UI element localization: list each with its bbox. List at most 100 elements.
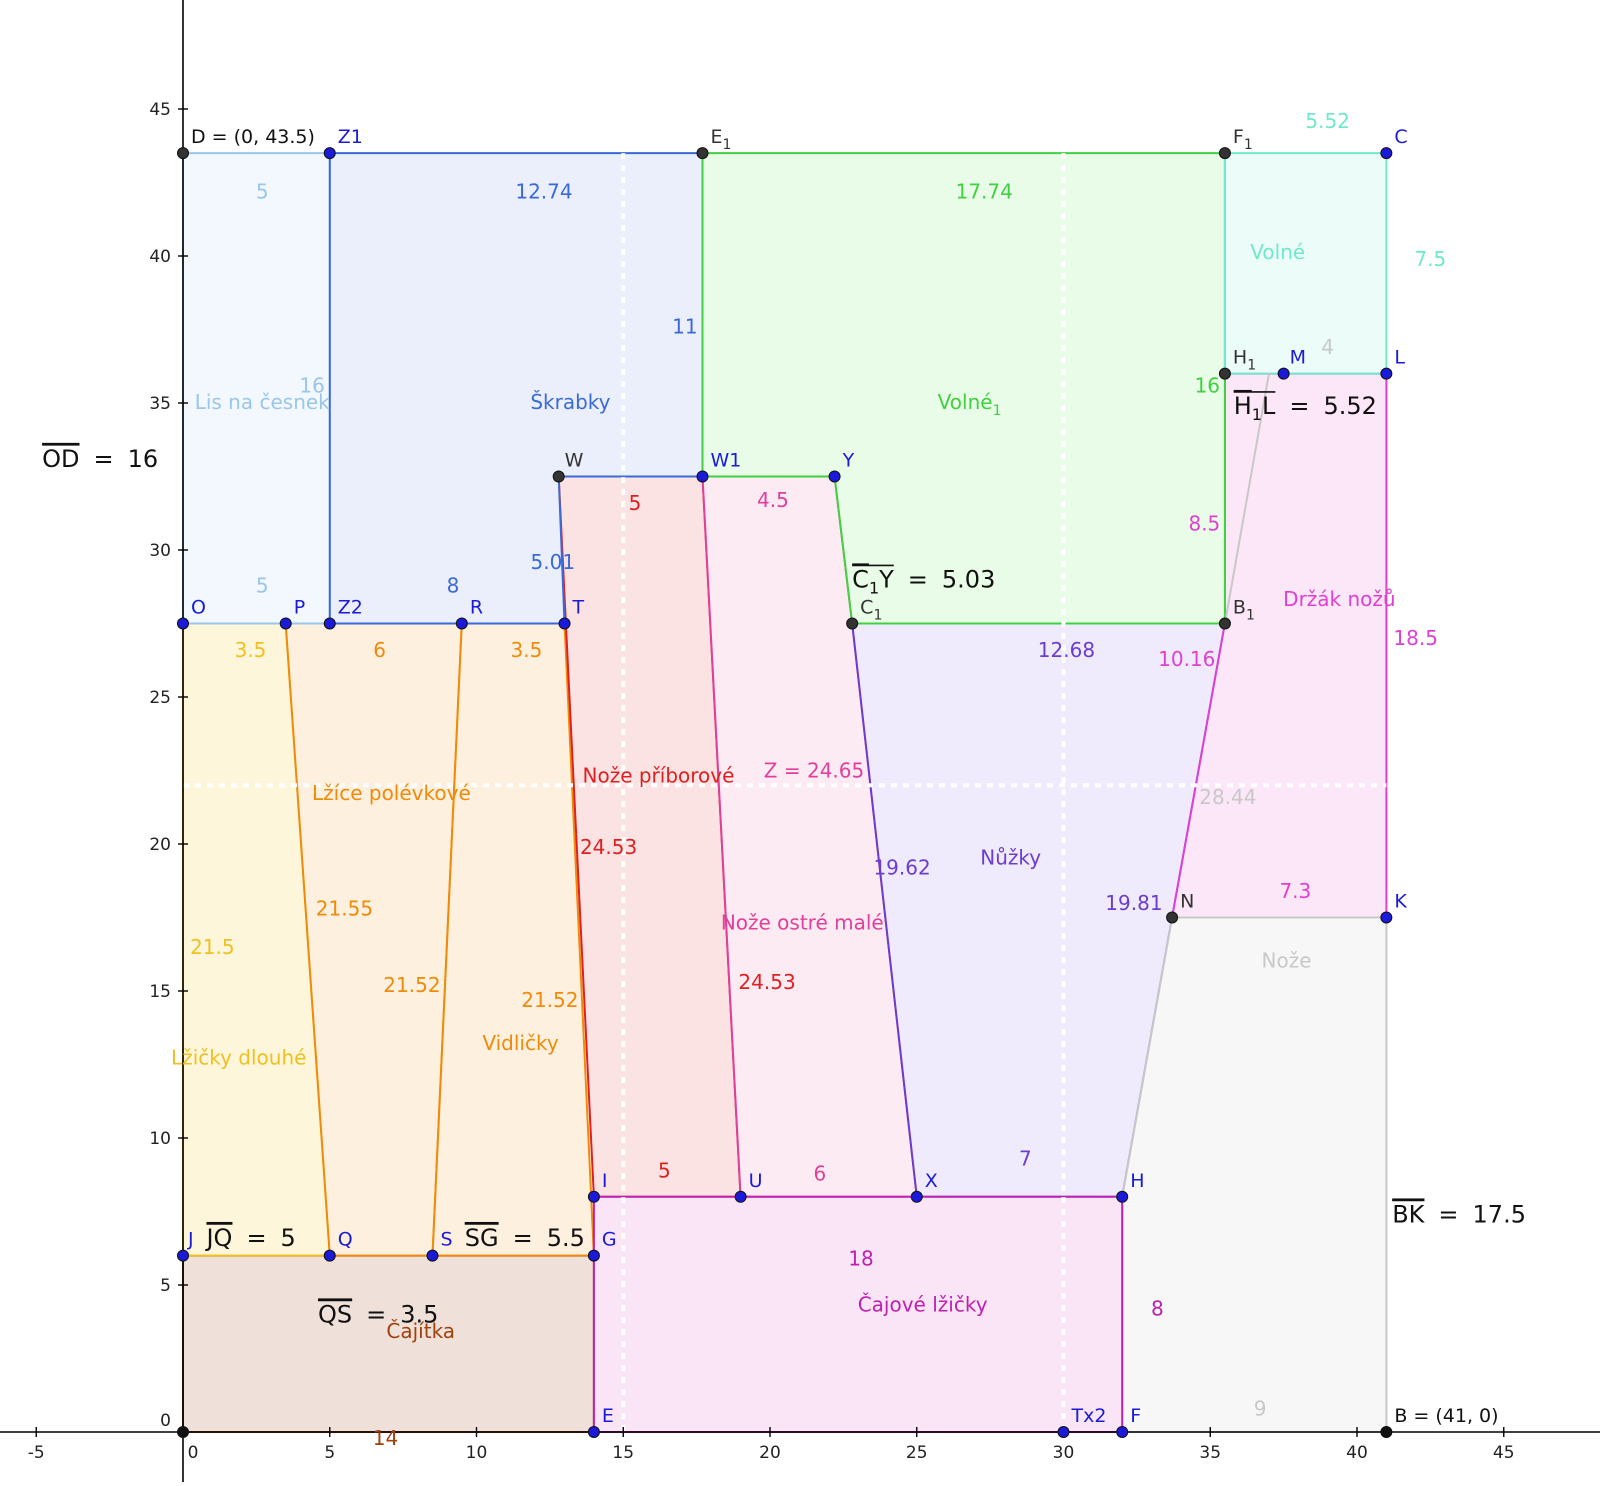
extra-segment-0 xyxy=(1223,373,1270,624)
point-dot[interactable] xyxy=(177,147,189,160)
point-x[interactable]: X xyxy=(910,1170,938,1203)
point-dot[interactable] xyxy=(323,1249,336,1262)
point-b[interactable]: B = (41, 0) xyxy=(1380,1405,1499,1438)
measure-label: 12.74 xyxy=(515,179,572,203)
point-f[interactable]: F xyxy=(1116,1405,1141,1438)
x-tick-label: 15 xyxy=(612,1443,634,1463)
point-dot[interactable] xyxy=(455,617,468,630)
point-o[interactable]: O xyxy=(177,597,206,630)
measure-label: 19.81 xyxy=(1105,891,1162,915)
point-label: Q xyxy=(338,1229,353,1251)
point-label: F1 xyxy=(1233,126,1253,153)
measure-label: 24.53 xyxy=(738,970,795,994)
region-label-lzice-polevkove: Lžíce polévkové xyxy=(312,781,471,805)
point-dot[interactable] xyxy=(1380,911,1393,924)
point-dot[interactable] xyxy=(1277,367,1290,380)
point-p[interactable]: P xyxy=(279,597,305,630)
point-dot[interactable] xyxy=(1218,147,1231,160)
measure-label: 21.52 xyxy=(521,988,578,1012)
point-d[interactable]: D = (0, 43.5) xyxy=(177,126,315,160)
point-y[interactable]: Y xyxy=(828,450,855,483)
measure-label: 8 xyxy=(447,573,460,597)
point-label: M xyxy=(1290,347,1306,369)
point-label: R xyxy=(470,597,483,619)
point-dot[interactable] xyxy=(552,470,565,483)
measure-label: 3.5 xyxy=(235,638,267,662)
point-label: W1 xyxy=(710,450,741,472)
point-dot[interactable] xyxy=(323,147,336,160)
point-dot[interactable] xyxy=(1057,1426,1070,1438)
point-z2[interactable]: Z2 xyxy=(323,597,363,630)
point-c[interactable]: C xyxy=(1380,126,1408,160)
point-dot[interactable] xyxy=(177,1249,189,1262)
point-dot[interactable] xyxy=(1218,617,1231,630)
point-z1[interactable]: Z1 xyxy=(323,126,363,160)
point-u[interactable]: U xyxy=(734,1170,763,1203)
equation-BK: BK = 17.5 xyxy=(1392,1200,1526,1228)
point-dot[interactable] xyxy=(323,617,336,630)
point-g[interactable]: G xyxy=(587,1229,617,1262)
equation-QS: QS = 3.5 xyxy=(318,1300,438,1328)
point-dot[interactable] xyxy=(426,1249,439,1262)
point-r[interactable]: R xyxy=(455,597,483,630)
point-dot[interactable] xyxy=(910,1190,923,1203)
point-label: X xyxy=(925,1170,938,1192)
point-k[interactable]: K xyxy=(1380,891,1408,924)
point-w[interactable]: W xyxy=(552,450,584,483)
measure-label: 16 xyxy=(299,373,324,397)
point-dot[interactable] xyxy=(734,1190,747,1203)
region-noze[interactable] xyxy=(1121,916,1388,1433)
point-s[interactable]: S xyxy=(426,1229,453,1262)
region-label-cajove-lzicky: Čajové lžičky xyxy=(858,1292,988,1316)
measure-label: 24.53 xyxy=(580,835,637,859)
measure-label: 11 xyxy=(672,315,697,339)
point-dot[interactable] xyxy=(696,470,709,483)
measure-label: 8.5 xyxy=(1188,512,1220,536)
point-origin[interactable] xyxy=(177,1426,189,1438)
measure-label: 17.74 xyxy=(956,179,1013,203)
point-dot[interactable] xyxy=(558,617,571,630)
point-dot[interactable] xyxy=(1380,1426,1393,1438)
point-j[interactable]: J xyxy=(177,1229,194,1262)
point-label: Tx2 xyxy=(1071,1405,1107,1427)
equation-JQ: JQ = 5 xyxy=(204,1224,295,1252)
point-dot[interactable] xyxy=(279,617,292,630)
point-tx2[interactable]: Tx2 xyxy=(1057,1405,1107,1438)
point-t[interactable]: T xyxy=(558,597,585,630)
point-l[interactable]: L xyxy=(1380,347,1406,380)
point-dot[interactable] xyxy=(1380,147,1393,160)
point-dot[interactable] xyxy=(587,1190,600,1203)
x-tick-label: 0 xyxy=(188,1443,199,1463)
equation-H1L: H1L = 5.52 xyxy=(1234,392,1377,424)
measure-label: 5.52 xyxy=(1305,109,1350,133)
point-dot[interactable] xyxy=(828,470,841,483)
region-label-lzicky-dlouhe: Lžičky dlouhé xyxy=(171,1046,306,1070)
point-m[interactable]: M xyxy=(1277,347,1306,380)
y-tick-label: 35 xyxy=(149,394,171,414)
point-dot[interactable] xyxy=(1380,367,1393,380)
region-cajitka[interactable] xyxy=(182,1254,595,1433)
point-dot[interactable] xyxy=(846,617,859,630)
point-h[interactable]: H xyxy=(1116,1170,1145,1203)
point-label: I xyxy=(602,1170,608,1192)
point-e[interactable]: E xyxy=(587,1405,614,1438)
point-dot[interactable] xyxy=(177,1426,189,1438)
point-dot[interactable] xyxy=(1166,911,1179,924)
point-dot[interactable] xyxy=(1116,1426,1129,1438)
point-dot[interactable] xyxy=(587,1426,600,1438)
point-w1[interactable]: W1 xyxy=(696,450,741,483)
point-dot[interactable] xyxy=(1116,1190,1129,1203)
point-q[interactable]: Q xyxy=(323,1229,353,1262)
point-i[interactable]: I xyxy=(587,1170,608,1203)
region-label-cajitka: Čajítka xyxy=(386,1319,455,1343)
point-dot[interactable] xyxy=(587,1249,600,1262)
point-label: T xyxy=(572,597,585,619)
point-n[interactable]: N xyxy=(1166,891,1195,924)
equation-OD: OD = 16 xyxy=(42,445,158,473)
region-volne[interactable] xyxy=(1223,152,1388,375)
point-dot[interactable] xyxy=(1218,367,1231,380)
point-dot[interactable] xyxy=(177,617,189,630)
point-label: U xyxy=(749,1170,763,1192)
point-dot[interactable] xyxy=(696,147,709,160)
